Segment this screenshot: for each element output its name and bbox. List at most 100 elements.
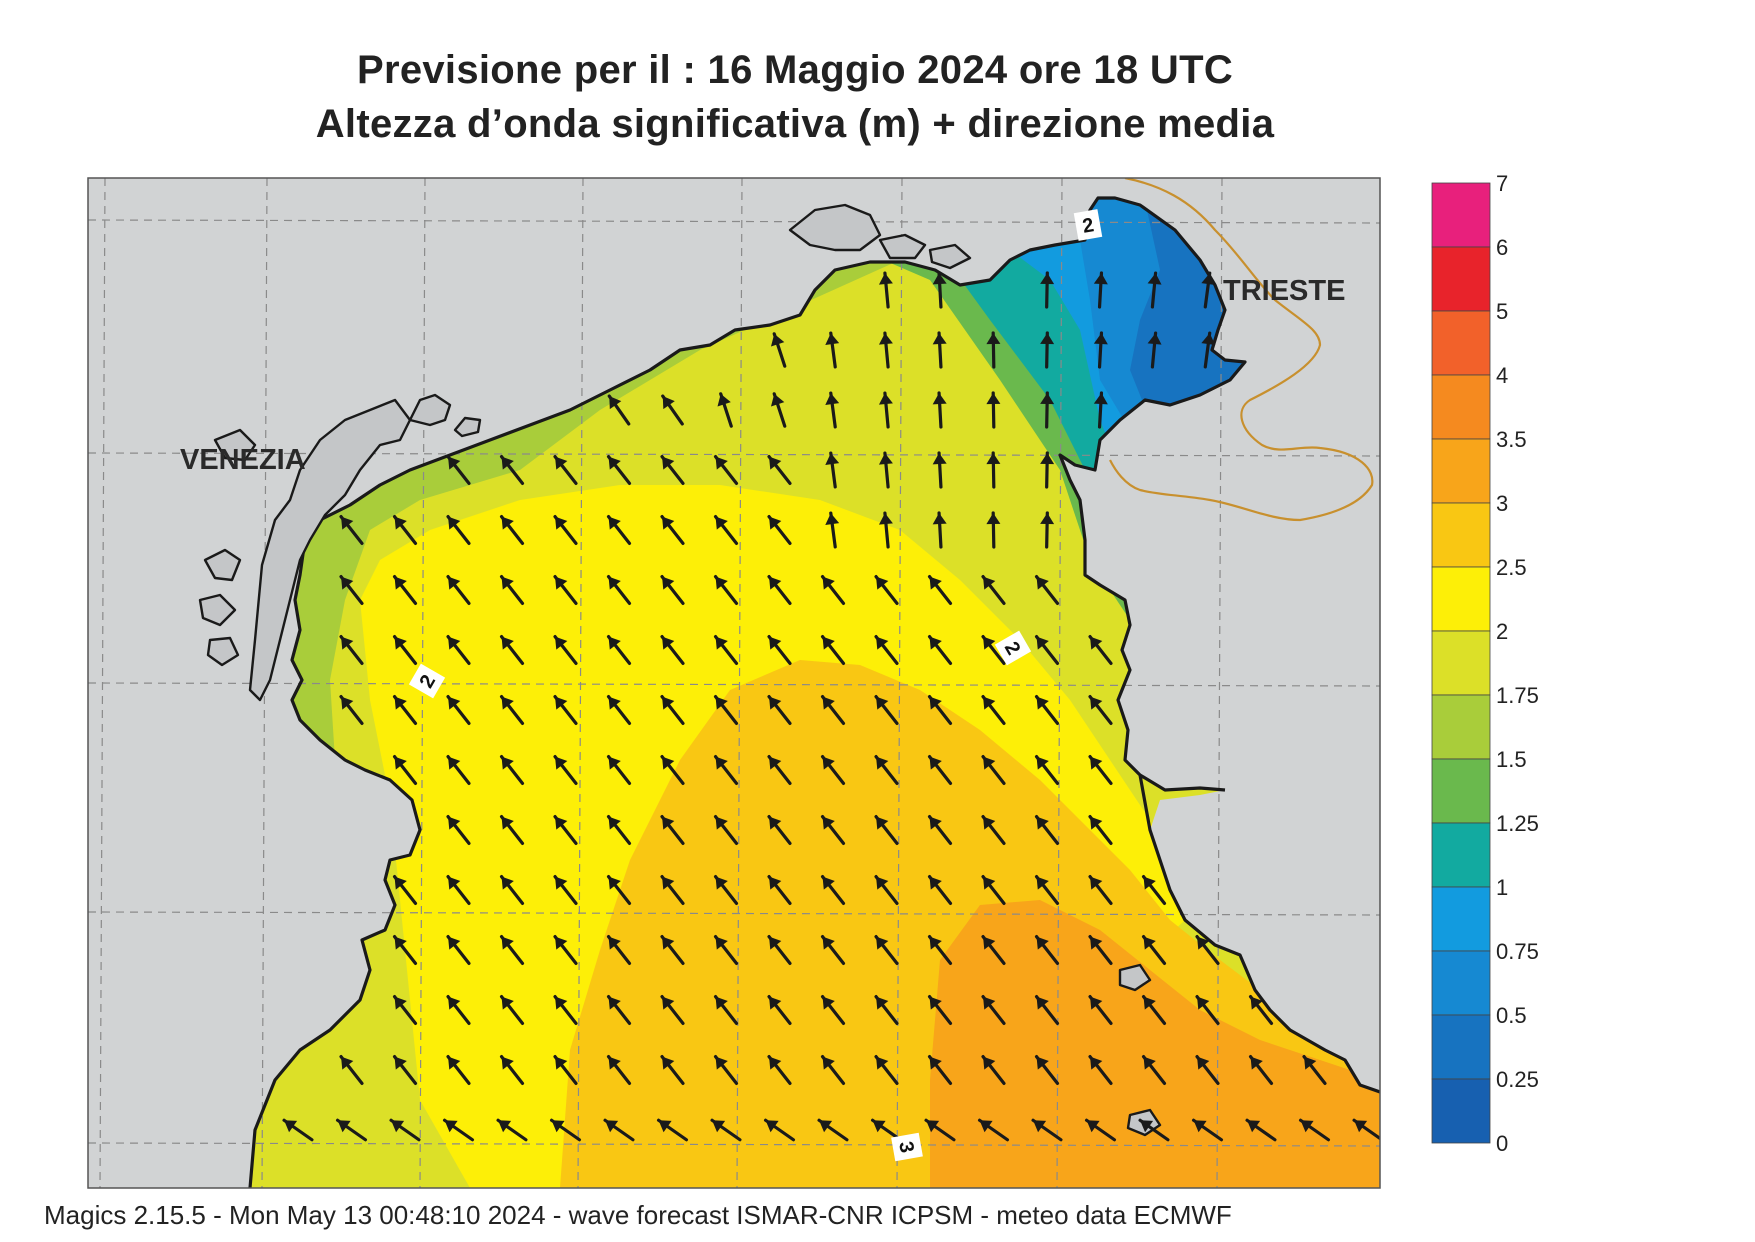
colorbar-tick-label: 0 [1496, 1131, 1508, 1156]
wave-direction-arrow [763, 1118, 796, 1142]
wave-direction-arrow [932, 391, 947, 429]
colorbar-tick-label: 2 [1496, 619, 1508, 644]
wave-direction-arrow [392, 755, 418, 785]
wave-direction-arrow [549, 1118, 582, 1142]
wave-direction-arrow [606, 635, 632, 665]
wave-direction-arrow [927, 875, 953, 905]
wave-direction-arrow [499, 935, 525, 965]
wave-direction-arrow [446, 935, 471, 965]
parallel-line [88, 1142, 1380, 1147]
wave-direction-arrow [446, 995, 471, 1025]
wave-direction-arrow [825, 331, 840, 369]
contour-label: 3 [894, 1140, 918, 1155]
wave-direction-arrow [606, 575, 632, 605]
wave-direction-arrow [392, 695, 418, 725]
wave-direction-arrow [339, 1055, 364, 1085]
wave-direction-arrow [710, 1118, 742, 1142]
wave-direction-arrow [606, 515, 632, 545]
wave-direction-arrow [553, 455, 578, 485]
wave-direction-arrow [1093, 271, 1108, 309]
wave-direction-arrow [927, 995, 953, 1025]
wave-direction-arrow [1141, 995, 1167, 1025]
wave-direction-arrow [713, 635, 739, 665]
wave-direction-arrow [820, 635, 846, 665]
lagoon-island [788, 203, 882, 252]
colorbar-swatch [1431, 758, 1491, 824]
wave-direction-arrow [820, 1055, 846, 1085]
wave-direction-arrow [1147, 331, 1162, 369]
wave-direction-arrow [981, 995, 1006, 1025]
wave-direction-arrow [932, 451, 947, 489]
wave-direction-arrow [499, 755, 525, 785]
wave-direction-arrow [820, 695, 846, 725]
wave-direction-arrow [874, 995, 899, 1025]
lagoon-island [203, 548, 242, 582]
wave-direction-arrow [767, 875, 792, 905]
wave-direction-arrow [981, 815, 1006, 845]
parallel-line [88, 452, 1380, 457]
meridian-line [896, 178, 903, 1188]
wave-direction-arrow [713, 875, 739, 905]
wave-direction-arrow [820, 575, 846, 605]
wave-direction-arrow [660, 755, 685, 785]
wave-direction-arrow [713, 515, 739, 545]
wave-direction-arrow [767, 995, 792, 1025]
lagoon-island [206, 636, 240, 667]
wave-direction-arrow [446, 635, 471, 665]
colorbar-tick-label: 3 [1496, 491, 1508, 516]
wave-direction-arrow [392, 1055, 418, 1085]
wave-direction-arrow [392, 935, 418, 965]
wave-direction-arrow [977, 1118, 1010, 1142]
wave-direction-arrow [446, 515, 471, 545]
wave-direction-arrow [606, 935, 632, 965]
parallel-line [88, 219, 1380, 224]
wave-direction-arrow [389, 1118, 421, 1142]
colorbar-swatch [1431, 502, 1491, 568]
wave-direction-arrow [606, 1055, 632, 1085]
wave-direction-arrow [553, 815, 578, 845]
wave-direction-arrow [656, 1118, 689, 1142]
wave-direction-arrow [820, 875, 846, 905]
colorbar-swatch [1431, 438, 1491, 504]
colorbar-swatch [1431, 566, 1491, 632]
colorbar-tick-label: 5 [1496, 299, 1508, 324]
wave-direction-arrow [603, 1118, 635, 1142]
wave-direction-arrow [392, 995, 418, 1025]
wave-direction-arrow [660, 815, 685, 845]
wave-direction-arrow [1201, 331, 1216, 369]
wave-direction-arrow [606, 815, 632, 845]
wave-direction-arrow [878, 331, 893, 369]
map-title: Previsione per il : 16 Maggio 2024 ore 1… [356, 48, 1234, 92]
place-label-trieste: TRIESTE [1223, 275, 1345, 307]
wave-direction-arrow [767, 455, 792, 485]
wave-direction-arrow [499, 515, 525, 545]
wave-direction-arrow [499, 575, 525, 605]
wave-direction-arrow [1034, 815, 1060, 845]
wave-direction-arrow [1084, 1118, 1117, 1142]
wave-direction-arrow [1141, 935, 1167, 965]
lagoon-island [198, 593, 237, 627]
wave-direction-arrow [1088, 815, 1113, 845]
wave-direction-arrow [606, 995, 632, 1025]
wave-direction-arrow [660, 995, 685, 1025]
wave-direction-arrow [553, 575, 578, 605]
national-border [1109, 178, 1374, 522]
lagoon-island [928, 243, 972, 270]
wave-direction-arrow [981, 935, 1006, 965]
wave-direction-arrow [820, 935, 846, 965]
wave-direction-arrow [825, 451, 840, 489]
wave-direction-arrow [1248, 995, 1274, 1025]
wave-direction-arrow [499, 455, 525, 485]
wave-direction-arrow [660, 935, 685, 965]
wave-direction-arrow [825, 391, 840, 429]
wave-direction-arrow [767, 815, 792, 845]
wave-direction-arrow [1201, 271, 1216, 309]
wave-direction-arrow [717, 392, 733, 428]
wave-direction-arrow [713, 695, 739, 725]
wave-direction-arrow [1093, 331, 1108, 369]
wave-direction-arrow [767, 695, 792, 725]
wave-direction-arrow [713, 995, 739, 1025]
wave-direction-arrow [1040, 511, 1055, 549]
contour-labels: 2 2 2 3 [408, 209, 1103, 1162]
wave-direction-arrow [1034, 575, 1060, 605]
